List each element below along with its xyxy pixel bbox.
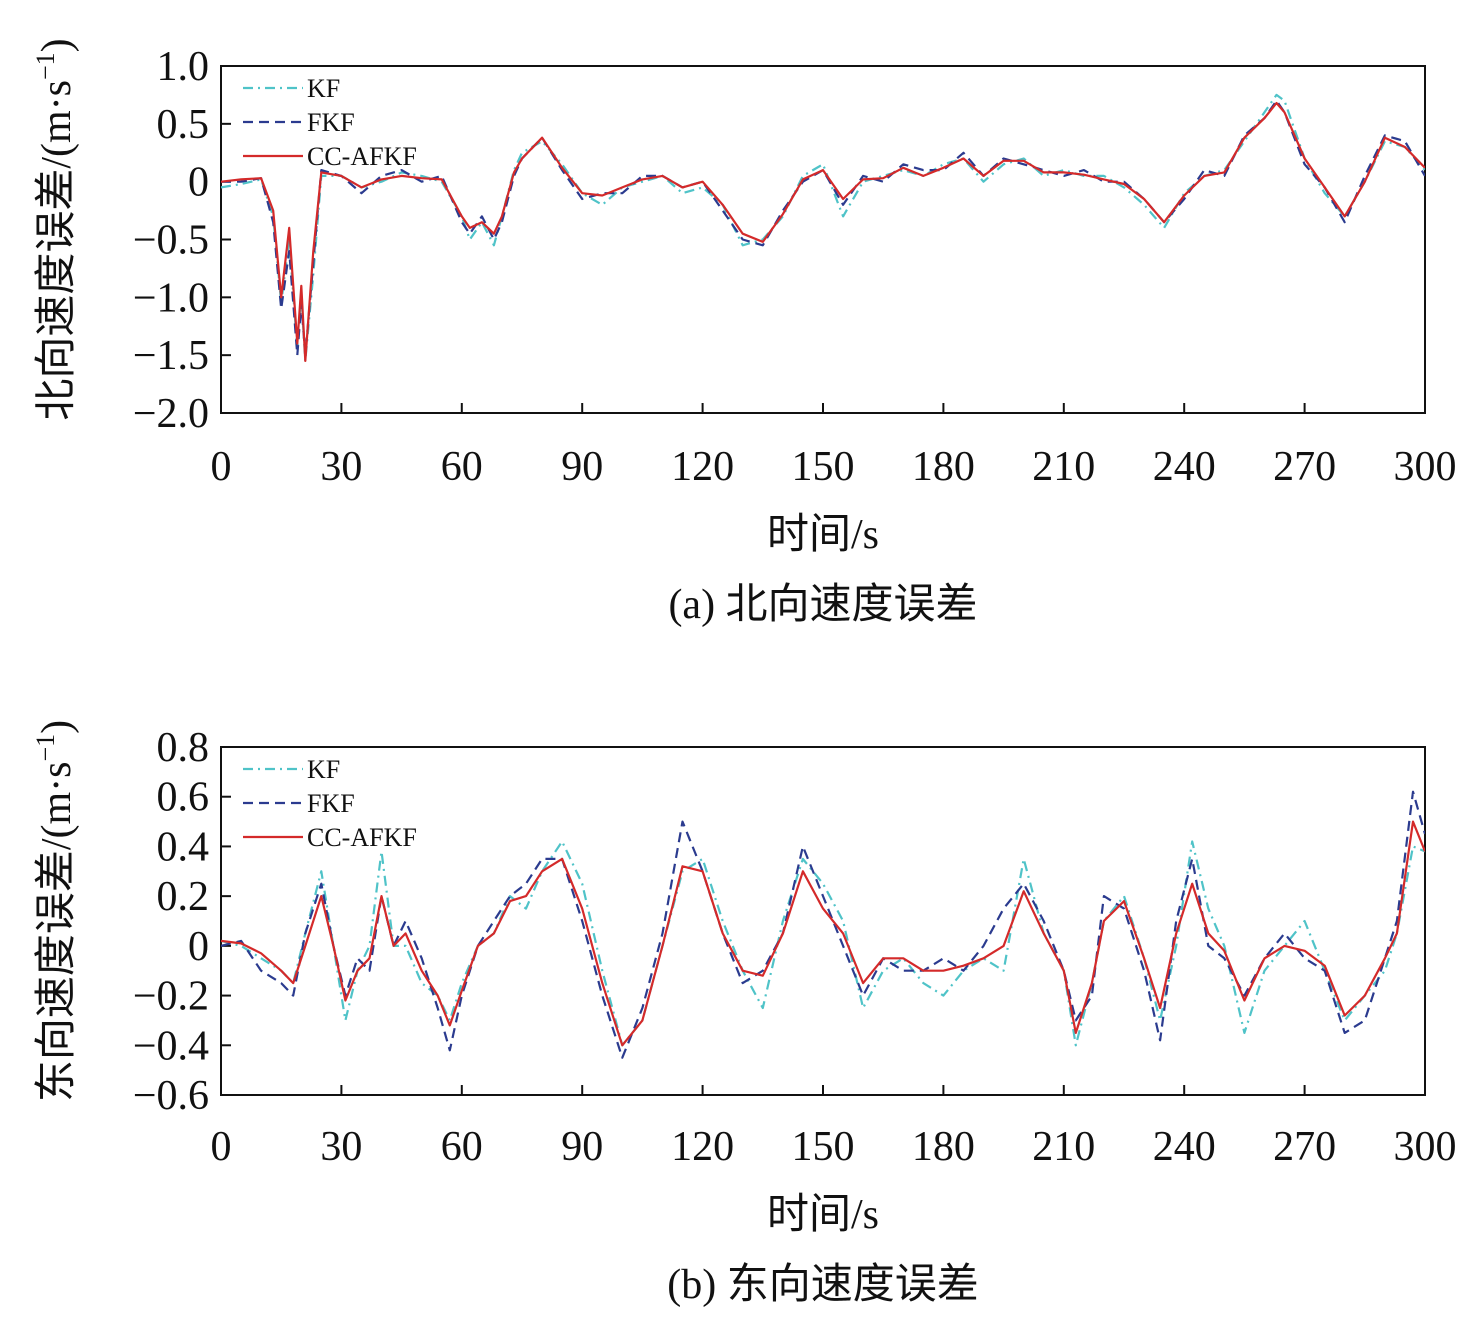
x-axis-label: 时间/s	[767, 1192, 879, 1238]
y-tick-label: −0.6	[133, 1073, 209, 1119]
panel-north-velocity-error: 0 30 60 90 120 150 180 210 240 270 300 1.0 0.5 0 −0.5 −…	[31, 38, 1457, 628]
x-tick-label: 60	[441, 444, 483, 490]
series-line-cc-afkf	[221, 101, 1425, 362]
legend: KF FKF CC-AFKF	[243, 755, 417, 852]
y-axis-label: 北向速度误差/(m·s−1)	[31, 38, 80, 420]
y-tick-label: −1.0	[133, 275, 209, 321]
legend-label: FKF	[307, 789, 355, 818]
figure-caption: (a) 北向速度误差	[668, 582, 977, 628]
x-tick-label: 180	[912, 444, 975, 490]
series-line-kf	[221, 840, 1425, 1047]
y-tick-label: −0.4	[133, 1023, 209, 1069]
x-tick-label: 270	[1273, 1124, 1336, 1170]
series-group	[221, 790, 1425, 1059]
x-tick-label: 150	[792, 1124, 855, 1170]
legend: KF FKF CC-AFKF	[243, 74, 417, 171]
y-tick-label: −0.2	[133, 974, 209, 1020]
legend-label: CC-AFKF	[307, 823, 417, 852]
x-tick-label: 300	[1394, 1124, 1457, 1170]
y-tick-label: 0.5	[157, 102, 210, 148]
x-tick-label: 210	[1032, 1124, 1095, 1170]
y-axis-label-main: 东向速度误差/(m·s	[33, 762, 80, 1103]
x-tick-label: 0	[211, 444, 232, 490]
y-axis-label-close: )	[34, 38, 80, 52]
y-axis-label: 东向速度误差/(m·s−1)	[31, 720, 80, 1102]
figure-caption: (b) 东向速度误差	[667, 1261, 978, 1308]
series-line-fkf	[221, 99, 1425, 357]
x-tick-label: 0	[211, 1124, 232, 1170]
y-tick-label: 0	[188, 160, 209, 206]
legend-label: KF	[307, 74, 340, 103]
x-tick-label: 30	[320, 444, 362, 490]
y-axis-label-exponent: −1	[31, 52, 60, 80]
x-tick-label: 90	[561, 444, 603, 490]
legend-label: KF	[307, 755, 340, 784]
y-tick-label: −0.5	[133, 218, 209, 264]
series-group	[221, 93, 1425, 362]
y-tick-label: 0.4	[157, 824, 210, 870]
legend-label: FKF	[307, 108, 355, 137]
x-tick-label: 240	[1153, 444, 1216, 490]
y-tick-label: 0.2	[157, 874, 210, 920]
x-tick-label: 60	[441, 1124, 483, 1170]
plot-frame	[220, 746, 1426, 1096]
plot-frame	[220, 65, 1426, 414]
y-tick-label: −2.0	[133, 391, 209, 437]
x-tick-label: 270	[1273, 444, 1336, 490]
y-axis-label-main: 北向速度误差/(m·s	[34, 80, 80, 421]
x-tick-label: 90	[561, 1124, 603, 1170]
legend-label: CC-AFKF	[307, 142, 417, 171]
series-line-cc-afkf	[221, 820, 1425, 1047]
y-tick-label: 0	[188, 924, 209, 970]
y-tick-label: 1.0	[157, 44, 210, 90]
x-tick-label: 180	[912, 1124, 975, 1170]
x-tick-label: 210	[1032, 444, 1095, 490]
x-tick-label: 120	[671, 1124, 734, 1170]
y-axis-label-close: )	[34, 720, 80, 734]
x-tick-label: 30	[320, 1124, 362, 1170]
y-tick-label: 0.6	[157, 775, 210, 821]
y-tick-label: −1.5	[133, 333, 209, 379]
panel-east-velocity-error: 0 30 60 90 120 150 180 210 240 270 300 0.80.60.40.2…	[31, 720, 1457, 1308]
x-tick-label: 150	[792, 444, 855, 490]
series-line-kf	[221, 93, 1425, 362]
y-tick-label: 0.8	[157, 725, 210, 771]
x-tick-label: 120	[671, 444, 734, 490]
y-axis-label-exponent: −1	[31, 734, 60, 762]
x-tick-label: 240	[1153, 1124, 1216, 1170]
x-axis-label: 时间/s	[767, 512, 879, 558]
x-tick-label: 300	[1394, 444, 1457, 490]
